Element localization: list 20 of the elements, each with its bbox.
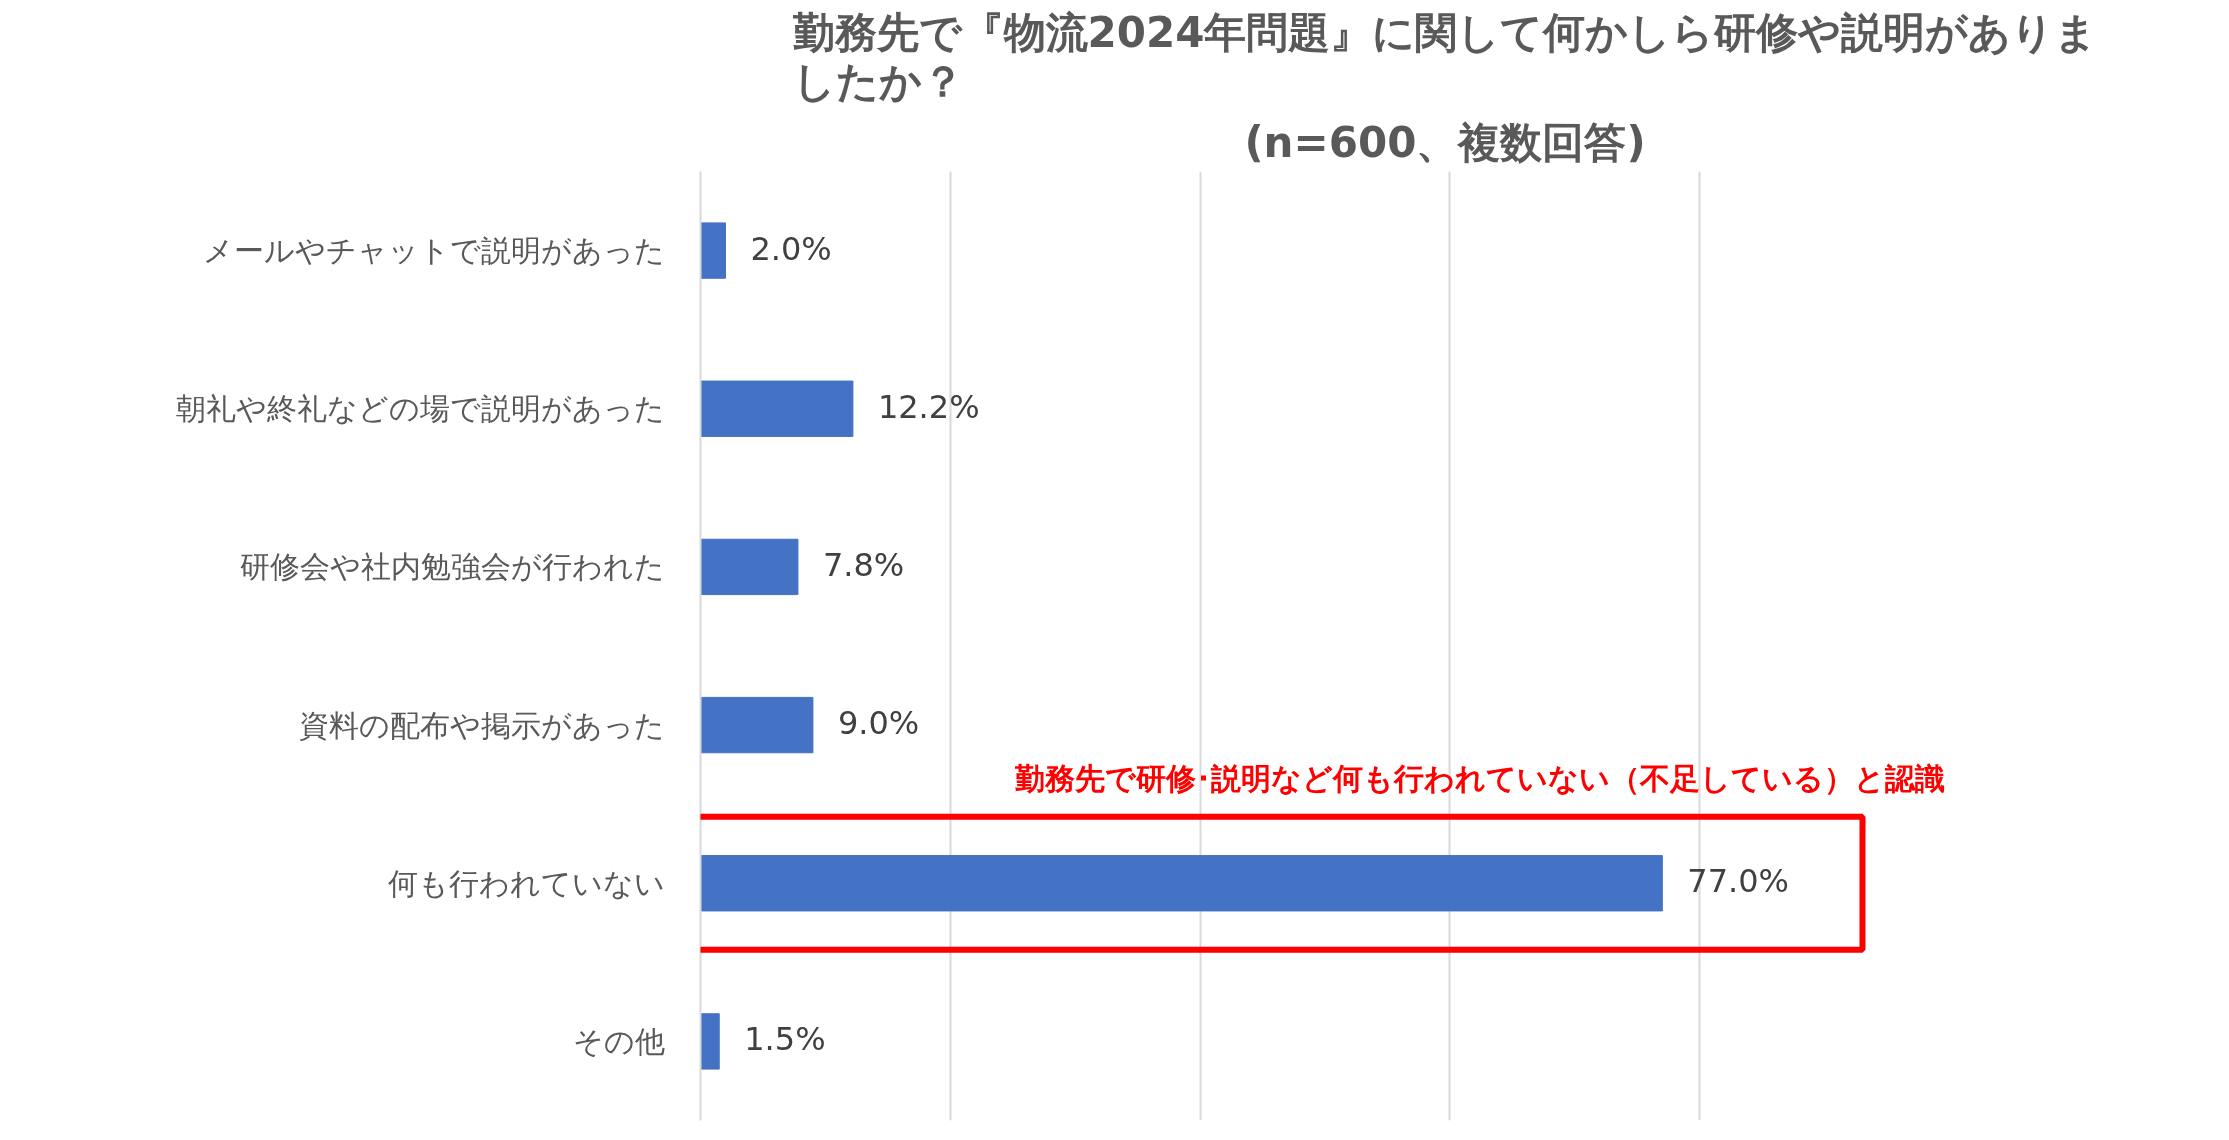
y-tick-label: 朝礼や終礼などの場で説明があった [175, 391, 665, 427]
data-label: 1.5% [744, 1020, 826, 1059]
chart-title: 勤務先で『物流2024年問題』に関して何かしら研修や説明がありましたか？ [791, 7, 2098, 106]
y-tick-label: 何も行われていない [387, 865, 665, 901]
bar [700, 538, 799, 596]
data-label: 9.0% [837, 704, 920, 743]
bar [700, 222, 726, 279]
y-tick-label: メールやチャットで説明があった [202, 233, 665, 269]
bar [700, 380, 854, 437]
data-label: 12.2% [877, 387, 980, 426]
data-label: 2.0% [750, 229, 832, 268]
y-tick-label: 研修会や社内勉強会が行われた [239, 549, 665, 585]
data-label: 77.0% [1687, 862, 1790, 901]
bar [700, 696, 814, 754]
annotation: 勤務先で研修･説明など何も行われていない（不足している）と認識 [1013, 761, 1945, 797]
y-tick-label: 資料の配布や掲示があった [298, 707, 665, 743]
y-tick-label: その他 [572, 1023, 665, 1059]
bar [700, 1013, 720, 1070]
data-label: 7.8% [822, 545, 905, 584]
chart-subtitle: (n=600、複数回答) [1244, 117, 1646, 167]
